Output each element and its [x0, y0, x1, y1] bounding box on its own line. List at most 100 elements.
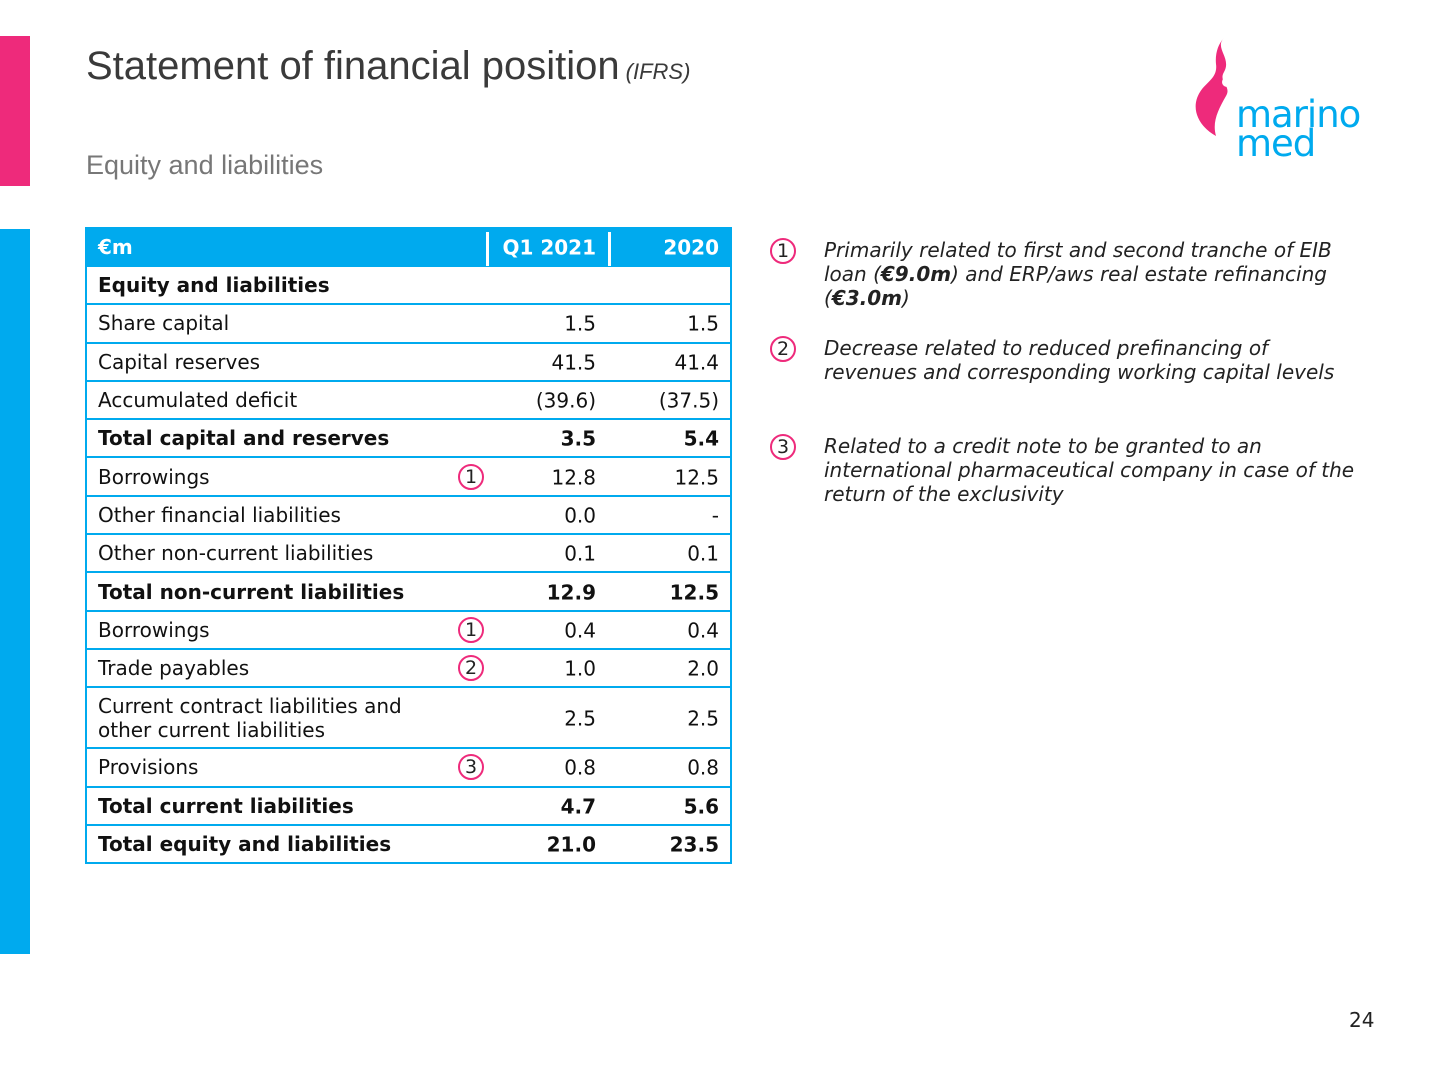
- value-q1-2021: 12.9: [546, 579, 596, 604]
- value-q1-2021: 3.5: [560, 426, 596, 451]
- value-2020: 5.6: [683, 794, 719, 819]
- value-2020: 1.5: [687, 311, 719, 336]
- row-label: Trade payables: [98, 656, 250, 681]
- value-q1-2021: 0.1: [564, 541, 596, 566]
- logo-word-marino: marino: [1236, 93, 1361, 136]
- value-q1-2021: 0.4: [564, 618, 596, 643]
- header-2020: 2020: [663, 235, 719, 260]
- page-title: Statement of financial position (IFRS): [86, 44, 690, 89]
- footnote-text: Primarily related to first and second tr…: [824, 238, 1369, 310]
- footnote-marker-2: 2: [770, 336, 796, 362]
- page-number: 24: [1349, 1008, 1375, 1032]
- footnote-text: Decrease related to reduced prefinancing…: [824, 336, 1369, 384]
- row-label-line1: Current contract liabilities and: [98, 693, 402, 718]
- footnote-amount: €3.0m: [831, 286, 902, 310]
- table-row: Trade payables 2 1.0 2.0: [85, 649, 732, 689]
- footnote-line: Related to a credit note to be granted t…: [824, 434, 1262, 458]
- row-label: Share capital: [98, 311, 230, 336]
- value-2020: (37.5): [658, 388, 719, 413]
- row-label: Other non-current liabilities: [98, 541, 374, 566]
- accent-bar-pink: [0, 36, 30, 186]
- table-row: Equity and liabilities: [85, 267, 732, 306]
- row-label: Total current liabilities: [98, 793, 354, 818]
- value-q1-2021: 4.7: [560, 794, 596, 819]
- header-divider: [486, 232, 489, 266]
- financial-table: €m Q1 2021 2020 Equity and liabilities S…: [85, 227, 732, 865]
- row-label: Equity and liabilities: [98, 273, 330, 298]
- footnote-marker-3: 3: [458, 754, 484, 781]
- logo-flame-icon: [1195, 38, 1232, 136]
- table-row: Borrowings 1 12.8 12.5: [85, 458, 732, 497]
- header-currency: €m: [98, 235, 133, 259]
- value-q1-2021: 21.0: [546, 832, 596, 857]
- table-row: Accumulated deficit (39.6) (37.5): [85, 381, 732, 421]
- table-row: Other non-current liabilities 0.1 0.1: [85, 535, 732, 574]
- footnote-marker-1: 1: [770, 238, 796, 264]
- value-2020: 5.4: [683, 426, 719, 451]
- table-row: Current contract liabilities and other cu…: [85, 688, 732, 750]
- value-q1-2021: 2.5: [564, 706, 596, 731]
- value-q1-2021: 1.0: [564, 656, 596, 681]
- logo-word-med: med: [1236, 122, 1316, 165]
- row-label: Capital reserves: [98, 349, 261, 374]
- table-row: Total non-current liabilities 12.9 12.5: [85, 573, 732, 612]
- footnote-marker-3: 3: [770, 434, 796, 460]
- footnote-line: Decrease related to reduced prefinancing…: [824, 336, 1269, 360]
- value-2020: 12.5: [674, 465, 719, 490]
- footnote-amount: €9.0m: [880, 262, 952, 286]
- row-label: Accumulated deficit: [98, 388, 298, 413]
- table-header-row: €m Q1 2021 2020: [85, 227, 732, 267]
- footnote-line: (: [824, 286, 832, 310]
- header-divider: [608, 232, 611, 266]
- value-q1-2021: 0.0: [564, 503, 596, 528]
- footnote-line: international pharmaceutical company in …: [824, 458, 1355, 482]
- footnote-line: ) and ERP/aws real estate refinancing: [951, 262, 1327, 286]
- page-title-text: Statement of financial position: [86, 44, 620, 88]
- header-q1-2021: Q1 2021: [502, 235, 596, 260]
- table-row: Other financial liabilities 0.0 -: [85, 496, 732, 536]
- value-2020: -: [711, 503, 719, 528]
- table-row: Total current liabilities 4.7 5.6: [85, 787, 732, 826]
- value-2020: 2.0: [687, 656, 719, 681]
- row-label: Borrowings: [98, 464, 210, 489]
- page-subtitle: Equity and liabilities: [86, 150, 324, 180]
- row-label: Other financial liabilities: [98, 502, 341, 527]
- footnote-line: Primarily related to first and second tr…: [824, 238, 1332, 262]
- footnote-line: revenues and corresponding working capit…: [824, 360, 1335, 384]
- company-logo: marino med: [1188, 36, 1388, 166]
- footnote-line: ): [902, 286, 910, 310]
- table-row: Capital reserves 41.5 41.4: [85, 343, 732, 382]
- row-label-line2: other current liabilities: [98, 717, 326, 742]
- value-q1-2021: 1.5: [564, 311, 596, 336]
- value-2020: 0.8: [687, 755, 719, 780]
- row-label: Total capital and reserves: [98, 426, 390, 451]
- footnote-line: loan (: [824, 262, 881, 286]
- footnote-marker-1: 1: [458, 463, 484, 490]
- value-2020: 0.4: [687, 618, 719, 643]
- row-label: Total non-current liabilities: [98, 579, 405, 604]
- value-q1-2021: 0.8: [564, 755, 596, 780]
- accent-bar-blue: [0, 229, 30, 954]
- table-row: Total equity and liabilities 21.0 23.5: [85, 825, 732, 865]
- value-2020: 0.1: [687, 541, 719, 566]
- row-label: Provisions: [98, 755, 199, 780]
- value-2020: 2.5: [687, 706, 719, 731]
- table-row: Total capital and reserves 3.5 5.4: [85, 420, 732, 459]
- value-2020: 23.5: [669, 832, 719, 857]
- table-row: Share capital 1.5 1.5: [85, 305, 732, 344]
- value-2020: 41.4: [674, 350, 719, 375]
- row-label: Borrowings: [98, 617, 210, 642]
- footnote-text: Related to a credit note to be granted t…: [824, 434, 1369, 506]
- value-q1-2021: 41.5: [551, 350, 596, 375]
- table-row: Borrowings 1 0.4 0.4: [85, 611, 732, 650]
- value-2020: 12.5: [669, 579, 719, 604]
- row-label: Current contract liabilities and other cu…: [98, 694, 402, 742]
- row-label: Total equity and liabilities: [98, 832, 392, 856]
- table-row: Provisions 3 0.8 0.8: [85, 749, 732, 788]
- page-title-suffix: (IFRS): [625, 59, 691, 84]
- footnote-line: return of the exclusivity: [824, 482, 1064, 506]
- footnote-marker-1: 1: [458, 616, 484, 643]
- value-q1-2021: (39.6): [535, 388, 596, 413]
- value-q1-2021: 12.8: [551, 465, 596, 490]
- footnote-marker-2: 2: [458, 655, 484, 682]
